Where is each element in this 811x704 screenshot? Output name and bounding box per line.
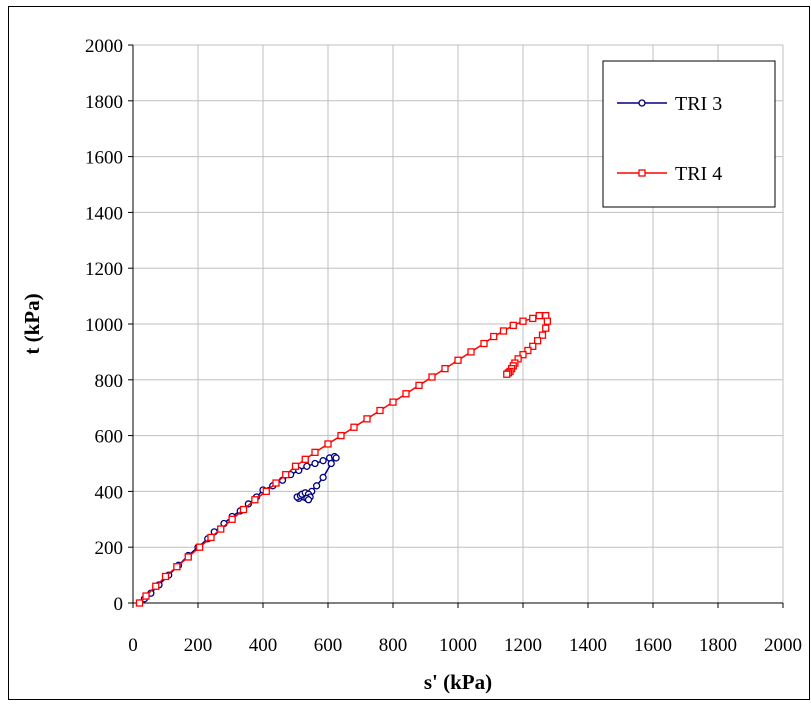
y-tick-label: 1200 xyxy=(85,259,123,280)
data-point xyxy=(441,364,449,373)
data-point xyxy=(173,563,181,571)
data-point xyxy=(303,462,311,470)
legend-box xyxy=(602,60,776,208)
data-point xyxy=(142,592,150,600)
x-tick-label: 1600 xyxy=(634,635,672,656)
data-point xyxy=(312,482,321,490)
legend-item: TRI 3 xyxy=(617,93,722,115)
x-tick-label: 1000 xyxy=(439,635,477,656)
data-point xyxy=(490,332,498,341)
y-tick-label: 0 xyxy=(114,594,124,615)
data-point xyxy=(327,459,335,468)
x-tick-label: 400 xyxy=(249,635,278,656)
data-point xyxy=(389,398,397,406)
data-point xyxy=(244,500,253,508)
y-tick-label: 1000 xyxy=(85,315,123,336)
legend-item: TRI 4 xyxy=(617,163,722,185)
data-point xyxy=(535,311,543,320)
x-tick-label: 2000 xyxy=(764,635,802,656)
y-tick-label: 2000 xyxy=(85,36,123,57)
data-point xyxy=(376,406,384,415)
data-point xyxy=(524,346,532,355)
data-point xyxy=(454,356,462,364)
x-tick-label: 0 xyxy=(128,635,138,656)
data-point xyxy=(529,314,537,323)
chart-frame: 0 200 400 600 800 1000 1200 1400 1600 1800 2000 0 20… xyxy=(8,6,810,700)
legend-label: TRI 4 xyxy=(675,163,722,185)
data-point xyxy=(467,348,475,356)
data-point xyxy=(239,505,248,514)
x-tick-label: 600 xyxy=(314,635,343,656)
x-tick-label: 1400 xyxy=(569,635,607,656)
y-axis-title: t (kPa) xyxy=(20,293,44,354)
legend-marker xyxy=(638,99,646,107)
data-series xyxy=(135,311,552,607)
data-point xyxy=(207,533,215,542)
x-tick-label: 800 xyxy=(379,635,408,656)
data-point xyxy=(533,337,542,345)
x-tick-label: 200 xyxy=(184,635,213,656)
data-point xyxy=(282,471,290,479)
series-line xyxy=(138,314,549,604)
data-point xyxy=(519,351,527,359)
data-point xyxy=(301,455,309,463)
data-point xyxy=(184,553,192,561)
data-point xyxy=(332,454,340,462)
data-point xyxy=(542,324,550,332)
legend-marker xyxy=(638,169,646,177)
data-point xyxy=(363,415,371,423)
data-point xyxy=(319,457,327,465)
y-tick-label: 400 xyxy=(95,482,124,503)
y-tick-label: 1600 xyxy=(85,148,123,169)
data-point xyxy=(195,543,204,551)
data-point xyxy=(538,331,547,339)
x-tick-label: 1200 xyxy=(504,635,542,656)
data-point xyxy=(304,496,313,504)
data-point xyxy=(543,317,552,325)
data-point xyxy=(324,440,332,448)
x-axis-title: s' (kPa) xyxy=(424,670,492,694)
y-tick-label: 600 xyxy=(95,427,124,448)
data-point xyxy=(503,370,511,378)
data-point xyxy=(311,459,319,468)
data-point xyxy=(480,339,488,348)
data-point xyxy=(350,423,358,431)
data-point xyxy=(135,599,144,607)
data-point xyxy=(319,473,327,482)
series-1 xyxy=(135,452,340,607)
legend: TRI 3 TRI 4 xyxy=(602,60,776,208)
y-tick-label: 200 xyxy=(95,538,124,559)
y-tick-label: 800 xyxy=(95,371,124,392)
data-point xyxy=(509,321,517,330)
data-point xyxy=(415,381,423,390)
data-point xyxy=(251,496,259,504)
x-tick-label: 1800 xyxy=(699,635,737,656)
data-point xyxy=(152,582,160,590)
data-point xyxy=(499,327,508,335)
data-point xyxy=(428,373,436,381)
data-point xyxy=(529,342,537,350)
data-point xyxy=(337,431,345,440)
tick-labels: 0 200 400 600 800 1000 1200 1400 1600 1800 2000 0 20… xyxy=(85,36,802,656)
series-line xyxy=(139,455,338,604)
data-point xyxy=(161,572,170,581)
data-point xyxy=(228,515,236,523)
data-point xyxy=(519,317,527,325)
data-point xyxy=(402,390,410,398)
data-point xyxy=(272,479,280,487)
axes xyxy=(128,44,784,608)
chart-svg: 0 200 400 600 800 1000 1200 1400 1600 1800 2000 0 20… xyxy=(20,36,802,694)
data-point xyxy=(291,462,300,470)
y-tick-label: 1400 xyxy=(85,203,123,224)
data-point xyxy=(311,448,319,456)
data-point xyxy=(262,487,270,496)
y-tick-label: 1800 xyxy=(85,92,123,113)
legend-label: TRI 3 xyxy=(675,93,722,115)
data-point xyxy=(217,525,225,533)
series-2 xyxy=(135,311,552,607)
